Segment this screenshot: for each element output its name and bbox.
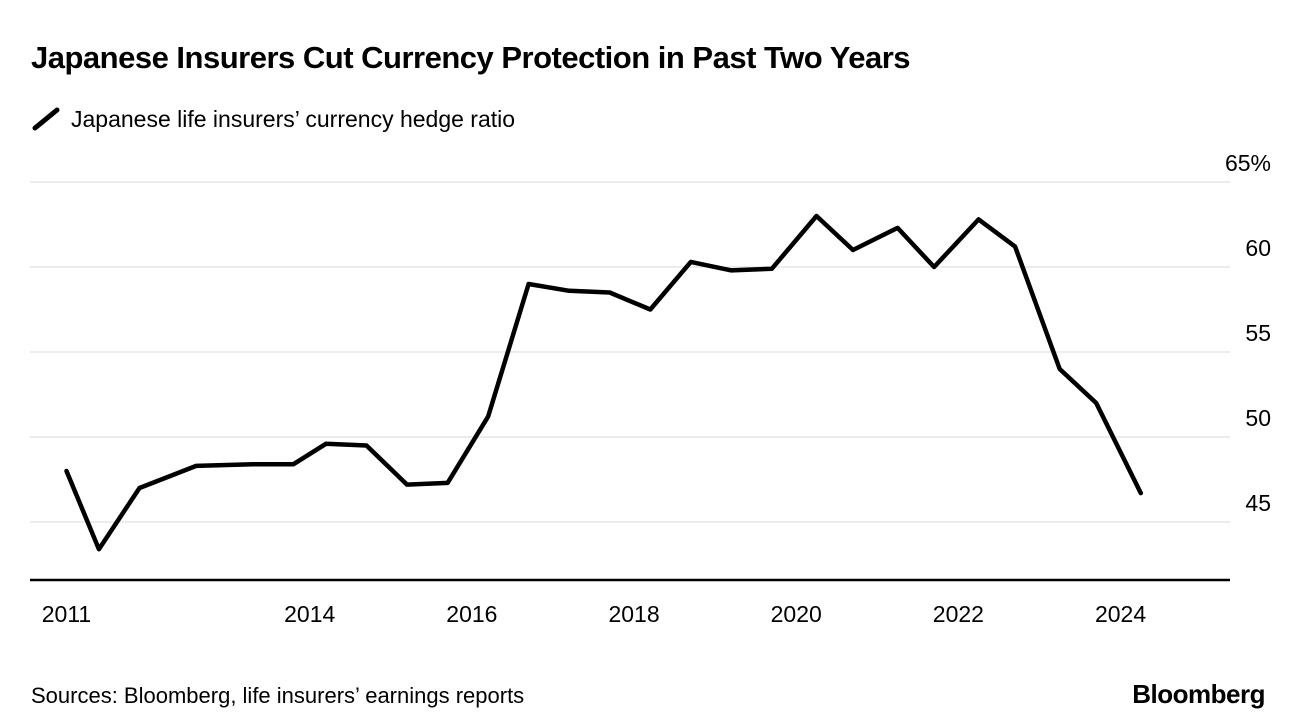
sources-note: Sources: Bloomberg, life insurers’ earni… bbox=[31, 683, 525, 708]
x-axis-label: 2014 bbox=[284, 601, 335, 627]
x-axis-label: 2020 bbox=[771, 601, 822, 627]
x-axis-label: 2011 bbox=[42, 601, 91, 627]
x-axis-label: 2022 bbox=[933, 601, 984, 627]
x-axis-label: 2016 bbox=[446, 601, 497, 627]
y-axis-label: 60 bbox=[1245, 235, 1271, 261]
y-axis-label: 50 bbox=[1245, 405, 1271, 431]
chart-legend: Japanese life insurers’ currency hedge r… bbox=[31, 105, 515, 133]
line-swatch-icon bbox=[32, 107, 60, 131]
bloomberg-logo: Bloomberg bbox=[1132, 679, 1265, 709]
chart-footer: Sources: Bloomberg, life insurers’ earni… bbox=[0, 679, 1296, 710]
x-axis-label: 2018 bbox=[608, 601, 659, 627]
y-axis-label: 45 bbox=[1245, 490, 1271, 516]
series-line bbox=[64, 213, 1144, 552]
chart-title: Japanese Insurers Cut Currency Protectio… bbox=[31, 40, 911, 75]
x-axis-label: 2024 bbox=[1095, 601, 1146, 627]
y-axis-label: 65% bbox=[1225, 150, 1271, 176]
legend-label: Japanese life insurers’ currency hedge r… bbox=[71, 105, 516, 132]
line-chart: 65% 60 55 50 45 2011 2014 2016 2018 2020 2022 2024 bbox=[30, 150, 1271, 627]
y-axis-label: 55 bbox=[1245, 320, 1271, 346]
